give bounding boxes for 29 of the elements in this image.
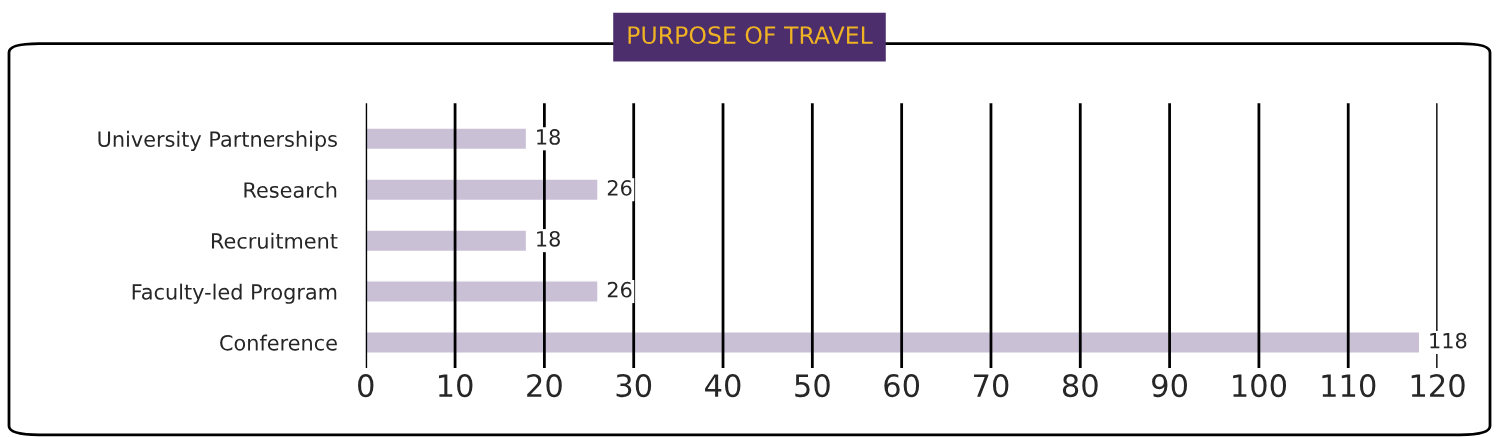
x-tick-label: 110: [1322, 374, 1376, 398]
x-tick-label: 40: [705, 374, 741, 398]
bar: [365, 127, 528, 151]
x-tick-label: 70: [974, 374, 1009, 398]
x-tick-label: 50: [795, 374, 830, 398]
data-label: 26: [607, 179, 632, 196]
data-label: 26: [607, 281, 632, 298]
bar: [365, 280, 599, 303]
x-tick-label: 30: [616, 374, 652, 398]
x-tick-label: 60: [884, 374, 920, 398]
y-tick-label: Recruitment: [212, 232, 338, 249]
data-label: 18: [537, 230, 560, 247]
y-tick-label: Conference: [220, 334, 337, 351]
x-tick-label: 100: [1233, 374, 1287, 398]
x-tick-label: 10: [438, 374, 473, 398]
chart-title: PURPOSE OF TRAVEL: [628, 26, 873, 44]
x-tick-label: 0: [358, 374, 374, 398]
bar: [365, 178, 599, 202]
x-tick-label: 90: [1152, 374, 1188, 398]
data-label: 118: [1430, 332, 1467, 349]
y-tick-label: Faculty-led Program: [132, 283, 337, 304]
bar: [365, 229, 528, 253]
x-tick-label: 80: [1062, 374, 1098, 398]
data-label: 18: [537, 129, 560, 145]
x-tick-label: 20: [527, 374, 562, 398]
y-tick-label: University Partnerships: [98, 130, 337, 152]
x-tick-label: 120: [1411, 374, 1465, 398]
bar: [365, 331, 1421, 354]
y-tick-label: Research: [244, 181, 337, 198]
